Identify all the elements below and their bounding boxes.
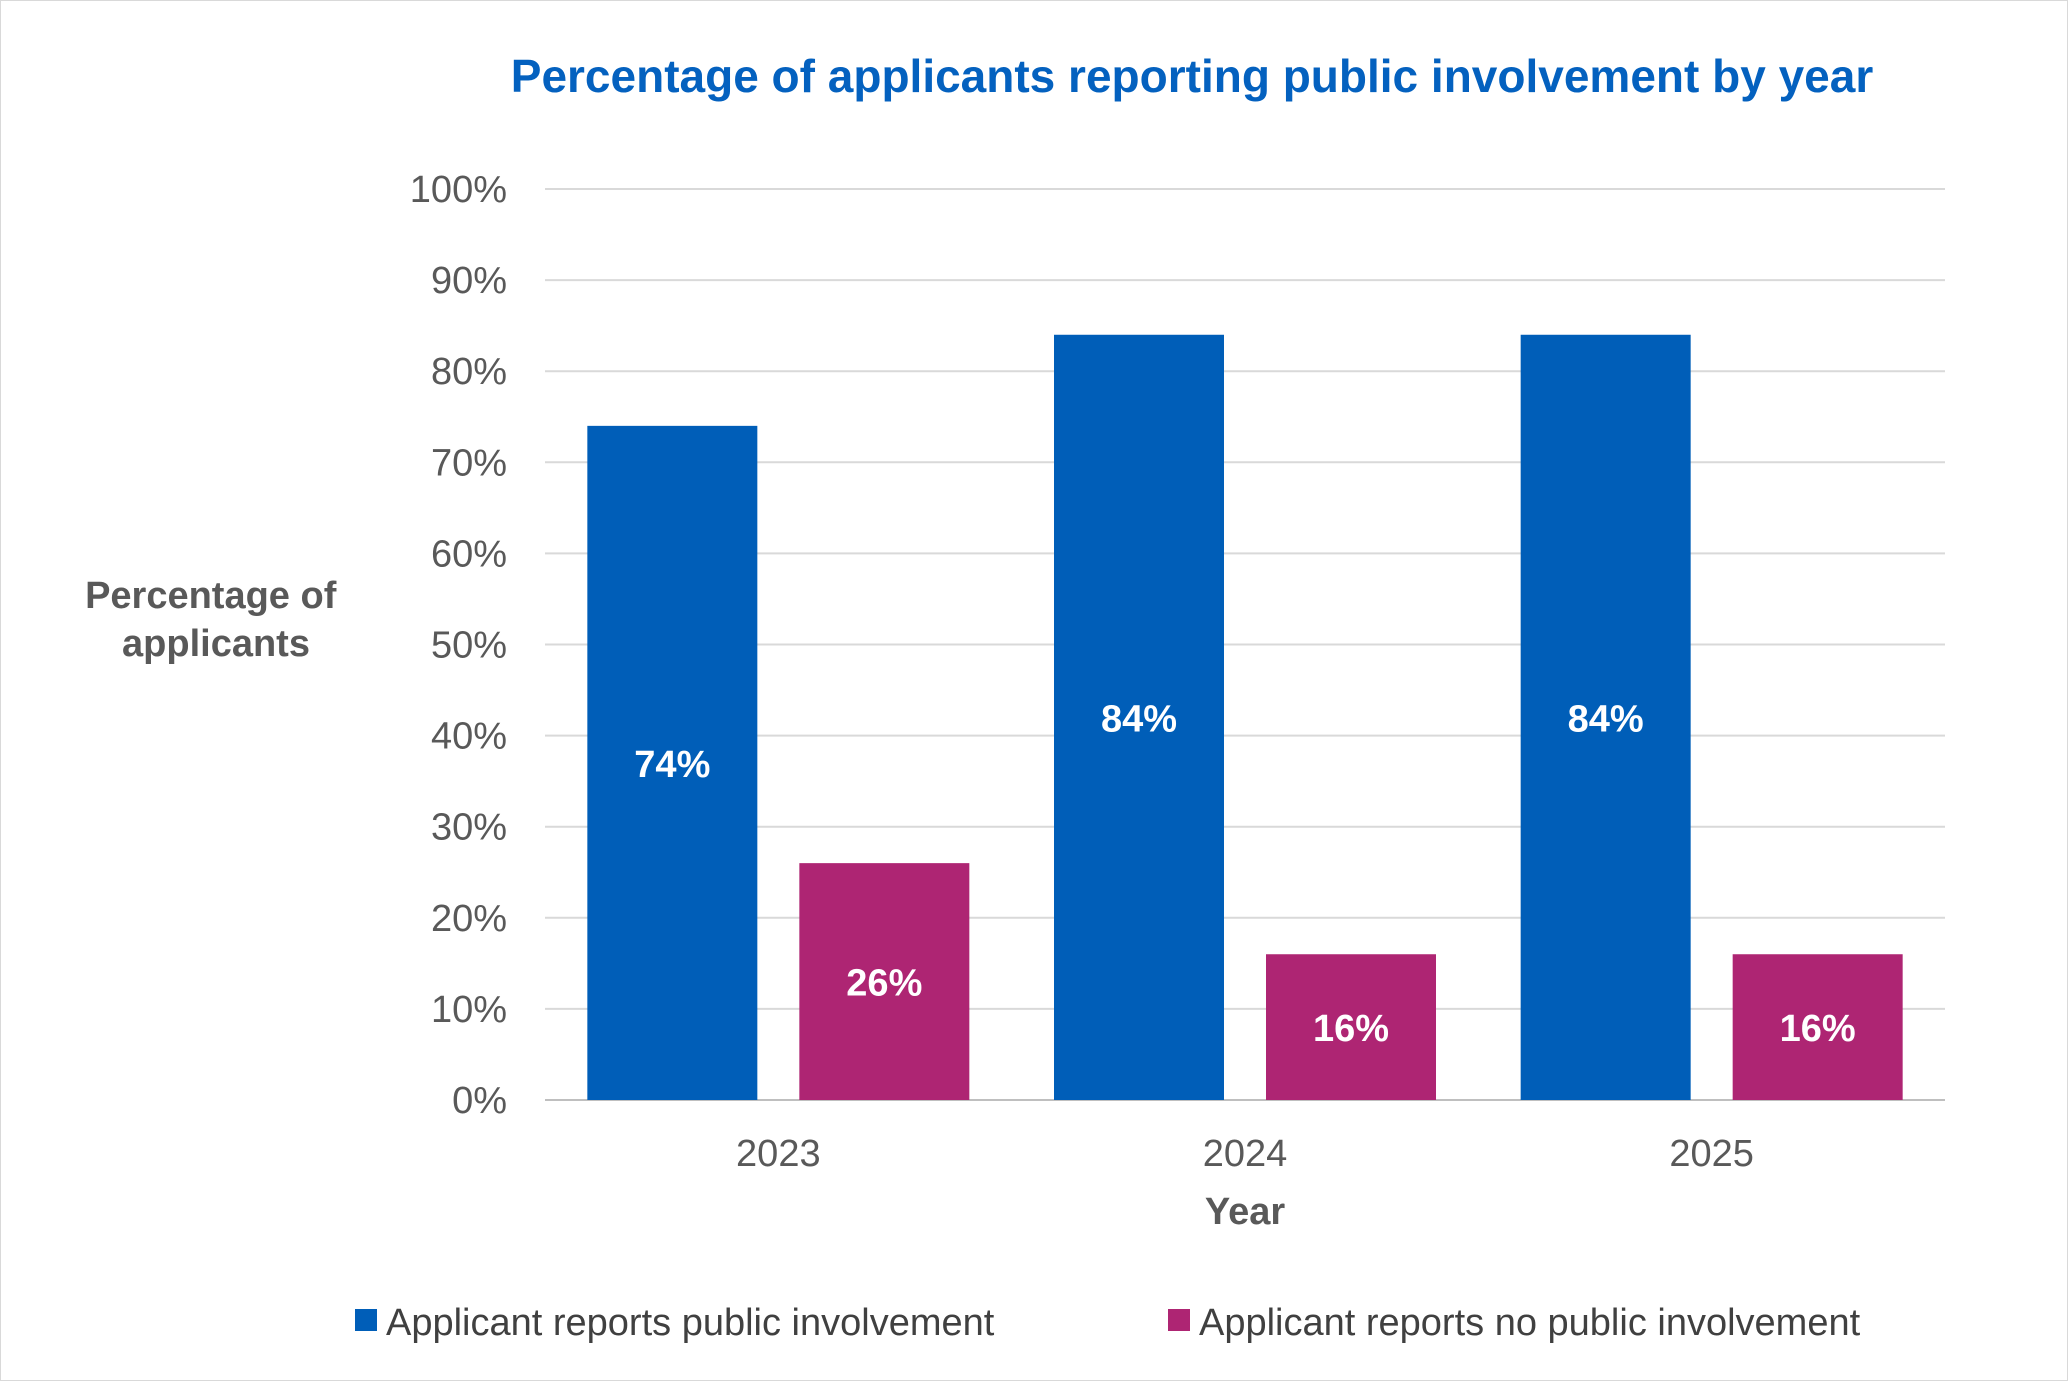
bar-data-label: 16% <box>1313 1008 1389 1050</box>
y-tick-label: 60% <box>431 533 507 575</box>
legend-swatch <box>355 1309 377 1331</box>
chart-title: Percentage of applicants reporting publi… <box>511 50 1874 102</box>
x-tick-label: 2025 <box>1669 1133 1754 1175</box>
y-tick-label: 0% <box>452 1080 507 1122</box>
y-axis-ticks: 0% 10% 20% 30% 40% 50% 60% 70% 80% 90% 100% <box>410 169 507 1122</box>
gridlines <box>545 188 1945 1101</box>
bars: 74% 26% 84% 16% 84% 16% <box>587 334 1903 1100</box>
bar-data-label: 26% <box>846 963 922 1005</box>
y-tick-label: 100% <box>410 169 507 211</box>
bar <box>1266 954 1436 1100</box>
y-tick-label: 90% <box>431 260 507 302</box>
legend-label: Applicant reports no public involvement <box>1199 1302 1861 1344</box>
legend-label: Applicant reports public involvement <box>386 1302 995 1344</box>
y-axis-title-line-1: Percentage of <box>85 575 337 617</box>
y-axis-title: Percentage of applicants <box>85 575 347 665</box>
y-tick-label: 50% <box>431 625 507 667</box>
x-tick-label: 2023 <box>736 1133 821 1175</box>
bar-data-label: 74% <box>634 744 710 786</box>
y-tick-label: 20% <box>431 898 507 940</box>
bar <box>1054 334 1224 1100</box>
y-tick-label: 80% <box>431 351 507 393</box>
bar <box>799 863 970 1100</box>
y-tick-label: 70% <box>431 442 507 484</box>
legend-swatch <box>1168 1309 1190 1331</box>
legend: Applicant reports public involvement Appl… <box>355 1302 1861 1344</box>
y-axis-title-line-2: applicants <box>122 623 310 665</box>
bar <box>1732 954 1903 1100</box>
bar-data-label: 16% <box>1780 1008 1856 1050</box>
x-axis-ticks: 2023 2024 2025 <box>736 1133 1754 1175</box>
bar-data-label: 84% <box>1101 698 1177 740</box>
x-axis-title: Year <box>1205 1191 1286 1233</box>
y-tick-label: 10% <box>431 989 507 1031</box>
y-tick-label: 30% <box>431 807 507 849</box>
bar-data-label: 84% <box>1568 698 1644 740</box>
x-tick-label: 2024 <box>1203 1133 1288 1175</box>
bar <box>1520 334 1691 1100</box>
y-tick-label: 40% <box>431 716 507 758</box>
bar <box>587 425 758 1100</box>
